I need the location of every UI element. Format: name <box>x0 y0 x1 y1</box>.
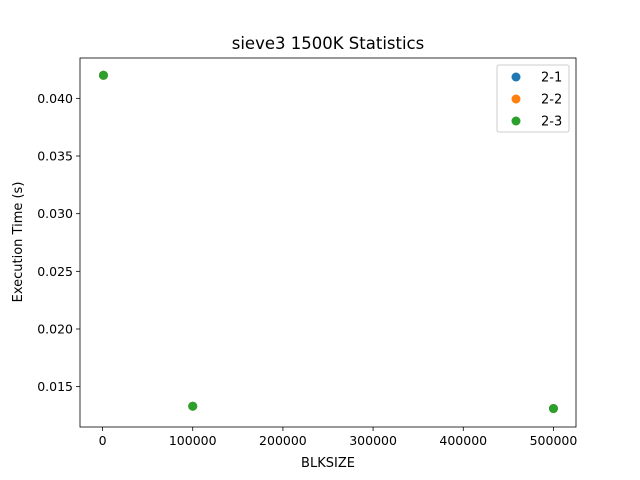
y-tick-label: 0.015 <box>37 379 73 394</box>
chart-title: sieve3 1500K Statistics <box>232 34 424 53</box>
x-tick-label: 0 <box>99 433 107 448</box>
axes-frame <box>79 57 577 428</box>
y-axis-ticks: 0.015 0.020 0.025 0.030 0.035 0.040 <box>37 91 80 394</box>
legend-label: 2-1 <box>541 71 562 86</box>
x-tick-label: 500000 <box>530 433 578 448</box>
y-tick-label: 0.030 <box>37 206 73 221</box>
x-axis-label: BLKSIZE <box>301 456 355 471</box>
legend-box <box>496 64 570 133</box>
legend-marker-2-1 <box>511 72 521 82</box>
x-tick-label: 300000 <box>349 433 397 448</box>
y-tick-label: 0.035 <box>37 149 73 164</box>
y-tick-label: 0.040 <box>37 91 73 106</box>
legend-marker-2-3 <box>511 116 521 126</box>
data-point-2-3 <box>188 401 198 411</box>
x-tick-label: 200000 <box>259 433 307 448</box>
x-axis-ticks: 0 100000 200000 300000 400000 500000 <box>99 427 578 448</box>
x-tick-label: 400000 <box>439 433 487 448</box>
plot-area: 0 100000 200000 300000 400000 500000 0.0150.0… <box>37 57 578 448</box>
x-tick-label: 100000 <box>169 433 217 448</box>
data-point-2-3 <box>98 70 108 80</box>
data-point-2-3 <box>548 404 558 414</box>
y-tick-label: 0.025 <box>37 264 73 279</box>
legend-marker-2-2 <box>511 94 521 104</box>
legend-label: 2-3 <box>541 115 562 130</box>
legend: 2-1 2-2 2-3 <box>496 64 570 133</box>
data-points <box>98 70 558 414</box>
y-axis-label: Execution Time (s) <box>11 182 26 303</box>
legend-entries: 2-1 2-2 2-3 <box>511 71 562 130</box>
legend-label: 2-2 <box>541 93 562 108</box>
y-tick-label: 0.020 <box>37 321 73 336</box>
